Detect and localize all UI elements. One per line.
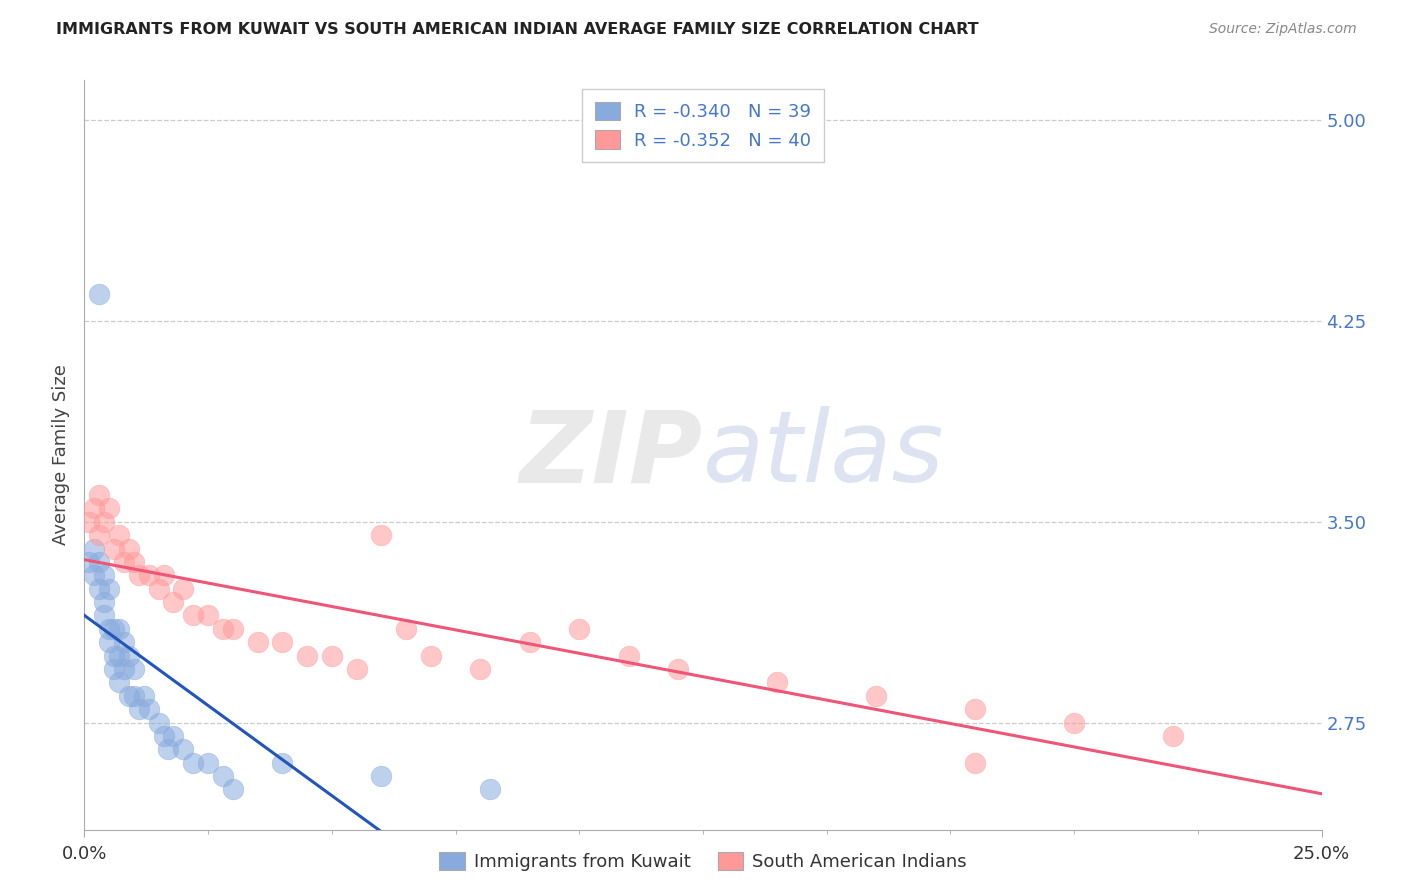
Point <box>98 501 121 516</box>
Point <box>271 635 294 649</box>
Point <box>212 769 235 783</box>
Point <box>122 662 145 676</box>
Point <box>103 541 125 556</box>
Point <box>519 635 541 649</box>
Point <box>666 662 689 676</box>
Point <box>152 568 174 582</box>
Point <box>128 568 150 582</box>
Point <box>181 608 204 623</box>
Point <box>568 622 591 636</box>
Text: atlas: atlas <box>703 407 945 503</box>
Point <box>98 635 121 649</box>
Point <box>162 729 184 743</box>
Point <box>98 622 121 636</box>
Point <box>122 689 145 703</box>
Point <box>617 648 640 663</box>
Point <box>321 648 343 663</box>
Point <box>93 515 115 529</box>
Point <box>108 622 131 636</box>
Point <box>93 608 115 623</box>
Point <box>122 555 145 569</box>
Point <box>112 635 135 649</box>
Point <box>118 541 141 556</box>
Text: IMMIGRANTS FROM KUWAIT VS SOUTH AMERICAN INDIAN AVERAGE FAMILY SIZE CORRELATION : IMMIGRANTS FROM KUWAIT VS SOUTH AMERICAN… <box>56 22 979 37</box>
Point <box>118 689 141 703</box>
Text: Source: ZipAtlas.com: Source: ZipAtlas.com <box>1209 22 1357 37</box>
Point <box>197 608 219 623</box>
Point <box>112 555 135 569</box>
Point <box>246 635 269 649</box>
Point <box>295 648 318 663</box>
Point <box>93 595 115 609</box>
Point <box>79 515 101 529</box>
Point <box>865 689 887 703</box>
Point <box>222 622 245 636</box>
Text: ZIP: ZIP <box>520 407 703 503</box>
Point <box>103 662 125 676</box>
Point <box>1161 729 1184 743</box>
Point <box>370 769 392 783</box>
Point <box>79 555 101 569</box>
Point <box>89 287 111 301</box>
Point <box>1063 715 1085 730</box>
Point <box>89 488 111 502</box>
Point <box>83 541 105 556</box>
Point <box>89 555 111 569</box>
Point <box>83 568 105 582</box>
Point <box>370 528 392 542</box>
Point <box>271 756 294 770</box>
Point <box>108 648 131 663</box>
Point <box>98 582 121 596</box>
Y-axis label: Average Family Size: Average Family Size <box>52 365 70 545</box>
Point <box>197 756 219 770</box>
Point <box>172 742 194 756</box>
Point <box>212 622 235 636</box>
Point <box>89 528 111 542</box>
Point <box>148 715 170 730</box>
Point <box>479 782 502 797</box>
Point <box>103 648 125 663</box>
Point <box>470 662 492 676</box>
Point <box>89 582 111 596</box>
Point <box>118 648 141 663</box>
Point <box>132 689 155 703</box>
Legend: Immigrants from Kuwait, South American Indians: Immigrants from Kuwait, South American I… <box>432 845 974 879</box>
Point <box>157 742 180 756</box>
Legend: R = -0.340   N = 39, R = -0.352   N = 40: R = -0.340 N = 39, R = -0.352 N = 40 <box>582 89 824 162</box>
Point <box>766 675 789 690</box>
Point <box>152 729 174 743</box>
Point <box>103 622 125 636</box>
Point <box>138 568 160 582</box>
Point <box>965 702 987 716</box>
Point <box>222 782 245 797</box>
Point <box>138 702 160 716</box>
Point <box>395 622 418 636</box>
Point <box>148 582 170 596</box>
Point <box>419 648 441 663</box>
Point <box>108 675 131 690</box>
Point <box>172 582 194 596</box>
Point <box>162 595 184 609</box>
Point <box>181 756 204 770</box>
Point <box>108 528 131 542</box>
Point <box>93 568 115 582</box>
Point <box>112 662 135 676</box>
Point <box>128 702 150 716</box>
Point <box>965 756 987 770</box>
Point <box>83 501 105 516</box>
Point <box>346 662 368 676</box>
